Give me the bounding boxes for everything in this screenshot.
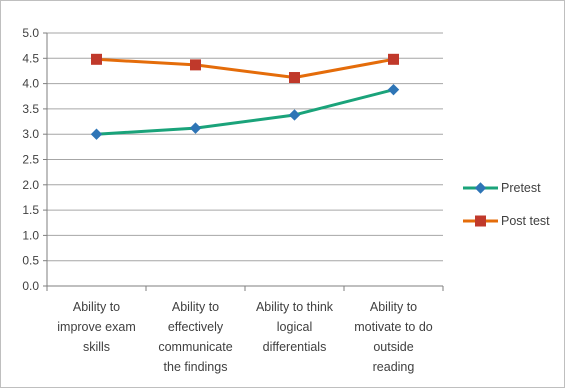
x-category-label-line: communicate xyxy=(158,340,232,354)
x-category-label-line: improve exam xyxy=(57,320,136,334)
series-line xyxy=(95,57,395,80)
x-category-label-line: Ability to xyxy=(172,300,219,314)
axes xyxy=(43,32,444,291)
x-category-label-line: outside xyxy=(373,340,413,354)
legend-item: Post test xyxy=(463,214,550,228)
series-pretest xyxy=(90,83,400,140)
y-tick-label: 0.0 xyxy=(22,279,39,293)
x-category-label-line: Ability to think xyxy=(256,300,334,314)
x-category-label-line: logical xyxy=(277,320,312,334)
legend-marker xyxy=(474,182,487,194)
data-point xyxy=(387,83,400,96)
x-category-label-line: effectively xyxy=(168,320,224,334)
data-point xyxy=(388,53,399,65)
data-point xyxy=(190,59,201,71)
x-category-labels: Ability to improve exam skills Ability to ef… xyxy=(57,300,433,374)
legend-marker xyxy=(475,215,486,227)
x-category-label: Ability to motivate to do outside reading xyxy=(354,300,433,374)
y-tick-labels: 0.0 0.5 1.0 1.5 2.0 2.5 3.0 3.5 4.0 4.5 5.0 xyxy=(22,26,39,293)
series-line xyxy=(95,88,395,136)
data-point xyxy=(90,128,103,140)
series-post-test xyxy=(91,53,399,84)
x-category-label-line: skills xyxy=(83,340,110,354)
x-category-label-line: motivate to do xyxy=(354,320,433,334)
legend-label: Pretest xyxy=(501,181,541,195)
x-category-label-line: Ability to xyxy=(73,300,120,314)
x-category-label-line: the findings xyxy=(164,360,228,374)
y-tick-label: 1.5 xyxy=(22,203,39,217)
y-tick-label: 4.0 xyxy=(22,77,39,91)
y-tick-label: 0.5 xyxy=(22,254,39,268)
y-tick-label: 3.0 xyxy=(22,127,39,141)
legend-item: Pretest xyxy=(463,181,541,195)
y-tick-label: 1.0 xyxy=(22,228,39,242)
x-category-label-line: Ability to xyxy=(370,300,417,314)
data-point xyxy=(289,72,300,84)
gridlines xyxy=(47,32,443,262)
y-tick-label: 5.0 xyxy=(22,26,39,40)
legend: Pretest Post test xyxy=(463,181,550,228)
series-group xyxy=(90,53,400,140)
x-category-label: Ability to effectively communicate the find… xyxy=(158,300,232,374)
data-point xyxy=(189,122,202,134)
x-category-label: Ability to think logical differentials xyxy=(256,300,334,354)
x-category-label-line: reading xyxy=(373,360,415,374)
y-tick-label: 2.5 xyxy=(22,153,39,167)
x-category-label-line: differentials xyxy=(263,340,327,354)
data-point xyxy=(288,109,301,121)
x-category-label: Ability to improve exam skills xyxy=(57,300,136,354)
y-tick-label: 2.0 xyxy=(22,178,39,192)
data-point xyxy=(91,53,102,65)
y-tick-label: 4.5 xyxy=(22,51,39,65)
y-tick-label: 3.5 xyxy=(22,102,39,116)
legend-label: Post test xyxy=(501,214,550,228)
